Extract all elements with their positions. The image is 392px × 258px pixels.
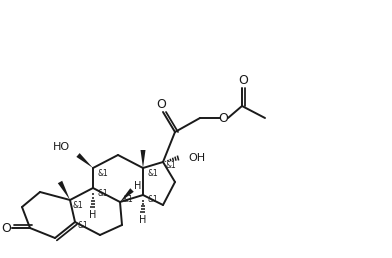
Text: O: O	[1, 222, 11, 235]
Text: &1: &1	[98, 189, 108, 198]
Text: H: H	[134, 181, 142, 191]
Text: &1: &1	[73, 200, 83, 209]
Text: &1: &1	[123, 195, 133, 204]
Polygon shape	[140, 150, 145, 168]
Text: &1: &1	[78, 222, 88, 230]
Text: OH: OH	[188, 153, 205, 163]
Text: &1: &1	[98, 168, 108, 178]
Text: &1: &1	[148, 195, 158, 204]
Text: H: H	[89, 210, 97, 220]
Text: O: O	[156, 99, 166, 111]
Polygon shape	[76, 153, 93, 168]
Text: &1: &1	[166, 162, 176, 171]
Text: O: O	[218, 111, 228, 125]
Text: O: O	[238, 75, 248, 87]
Text: HO: HO	[53, 142, 70, 152]
Polygon shape	[58, 181, 70, 200]
Text: H: H	[139, 215, 147, 225]
Polygon shape	[120, 188, 134, 202]
Text: &1: &1	[148, 168, 158, 178]
